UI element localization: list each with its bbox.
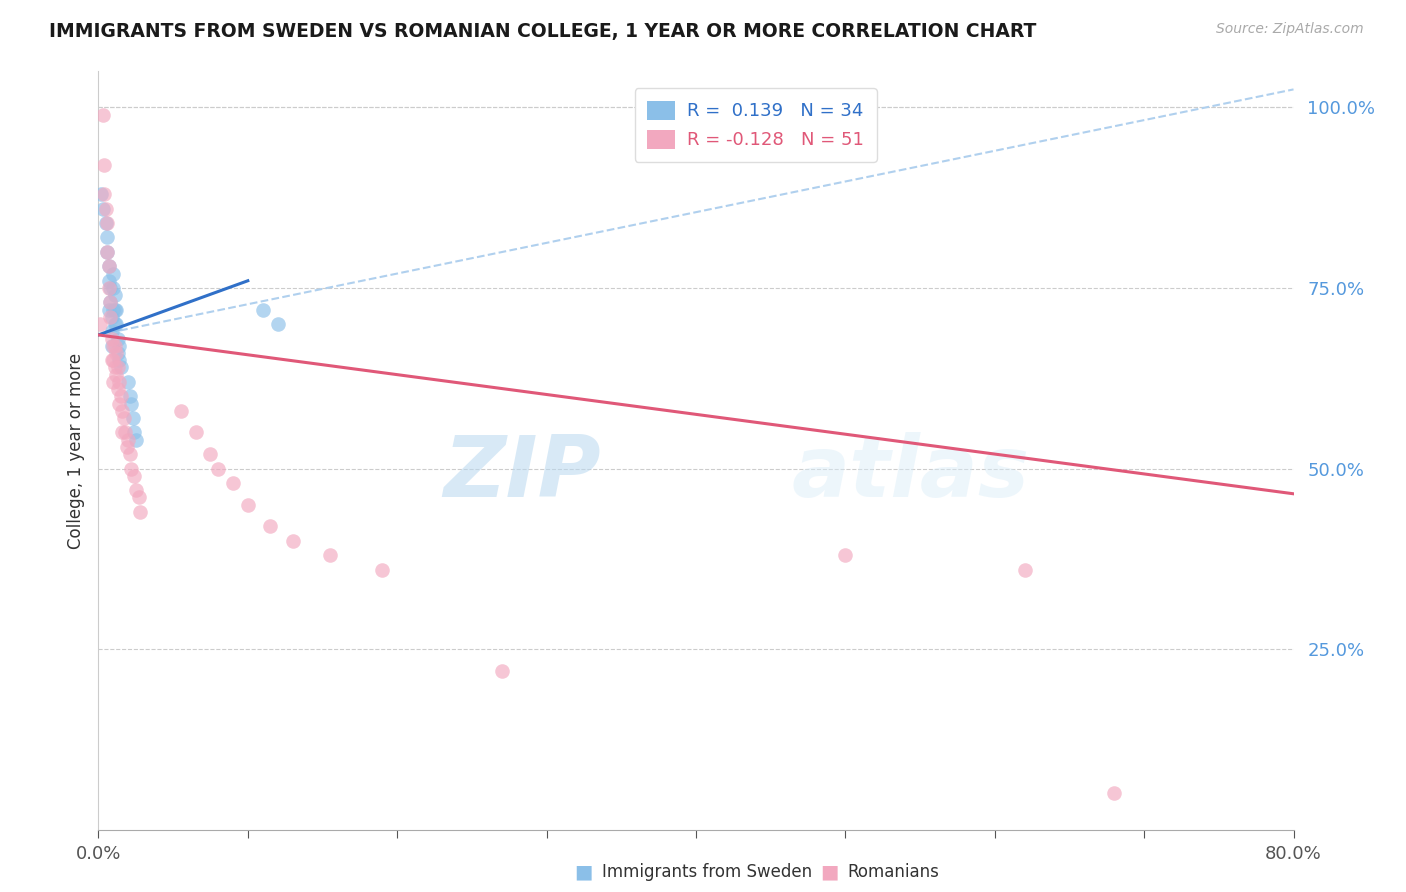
Point (129, 505, 152, 519)
Text: Source: ZipAtlas.com: Source: ZipAtlas.com (1216, 22, 1364, 37)
Point (319, 548, 342, 562)
Point (94, 216, 117, 230)
Point (169, 403, 191, 417)
Point (97, 260, 120, 274)
Point (491, 664, 513, 678)
Legend: R =  0.139   N = 34, R = -0.128   N = 51: R = 0.139 N = 34, R = -0.128 N = 51 (634, 88, 877, 162)
Point (125, 433, 148, 447)
Point (108, 396, 131, 410)
Text: ■: ■ (820, 863, 839, 882)
Point (96, 244, 118, 259)
Point (108, 339, 131, 353)
Point (117, 433, 139, 447)
Point (98, 295, 122, 310)
Point (96, 244, 118, 259)
Point (107, 346, 129, 360)
Point (259, 519, 281, 533)
Point (101, 324, 124, 338)
Point (101, 310, 124, 324)
Text: ■: ■ (574, 863, 593, 882)
Point (207, 461, 229, 475)
Point (184, 425, 207, 440)
Point (105, 317, 128, 331)
Point (104, 288, 127, 302)
Point (105, 368, 128, 382)
Point (110, 360, 132, 375)
Point (90, 187, 112, 202)
Point (105, 346, 128, 360)
Point (118, 389, 141, 403)
Point (112, 411, 135, 425)
Point (104, 302, 127, 317)
Point (98, 295, 122, 310)
Point (1014, 563, 1036, 577)
Point (281, 533, 304, 548)
Point (120, 396, 142, 410)
Point (125, 483, 148, 498)
Point (101, 339, 124, 353)
Point (118, 447, 141, 461)
Point (222, 475, 245, 490)
Point (101, 353, 124, 368)
Text: IMMIGRANTS FROM SWEDEN VS ROMANIAN COLLEGE, 1 YEAR OR MORE CORRELATION CHART: IMMIGRANTS FROM SWEDEN VS ROMANIAN COLLE… (49, 22, 1036, 41)
Point (91, 108, 114, 122)
Point (93, 187, 115, 202)
Point (236, 498, 259, 512)
Point (97, 260, 120, 274)
Point (89, 317, 111, 331)
Point (110, 389, 132, 403)
Point (252, 302, 274, 317)
Point (117, 375, 139, 389)
Point (103, 302, 125, 317)
Point (124, 468, 146, 483)
Point (105, 302, 128, 317)
Point (103, 375, 125, 389)
Point (108, 375, 131, 389)
Point (104, 317, 127, 331)
Point (107, 332, 129, 346)
Point (104, 339, 127, 353)
Point (97, 281, 120, 295)
Point (834, 548, 856, 562)
Point (111, 403, 134, 417)
Point (94, 202, 117, 216)
Point (103, 281, 125, 295)
Point (200, 447, 222, 461)
Point (103, 339, 125, 353)
Point (124, 425, 146, 440)
Point (93, 158, 115, 172)
Point (97, 274, 120, 288)
Text: Immigrants from Sweden: Immigrants from Sweden (602, 863, 811, 881)
Y-axis label: College, 1 year or more: College, 1 year or more (66, 352, 84, 549)
Point (121, 411, 143, 425)
Text: Romanians: Romanians (848, 863, 939, 881)
Text: ZIP: ZIP (443, 432, 600, 515)
Point (371, 563, 394, 577)
Point (107, 360, 129, 375)
Point (98, 281, 122, 295)
Point (114, 425, 136, 440)
Point (96, 216, 118, 230)
Point (120, 461, 142, 475)
Point (267, 317, 290, 331)
Point (111, 425, 134, 440)
Point (96, 230, 118, 244)
Point (97, 302, 120, 317)
Point (115, 440, 138, 454)
Point (107, 382, 129, 396)
Point (1104, 787, 1126, 801)
Point (91, 202, 114, 216)
Point (108, 353, 131, 368)
Point (98, 310, 122, 324)
Point (101, 332, 124, 346)
Point (128, 491, 150, 505)
Point (103, 267, 125, 281)
Text: atlas: atlas (792, 432, 1029, 515)
Point (104, 360, 127, 375)
Point (103, 353, 125, 368)
